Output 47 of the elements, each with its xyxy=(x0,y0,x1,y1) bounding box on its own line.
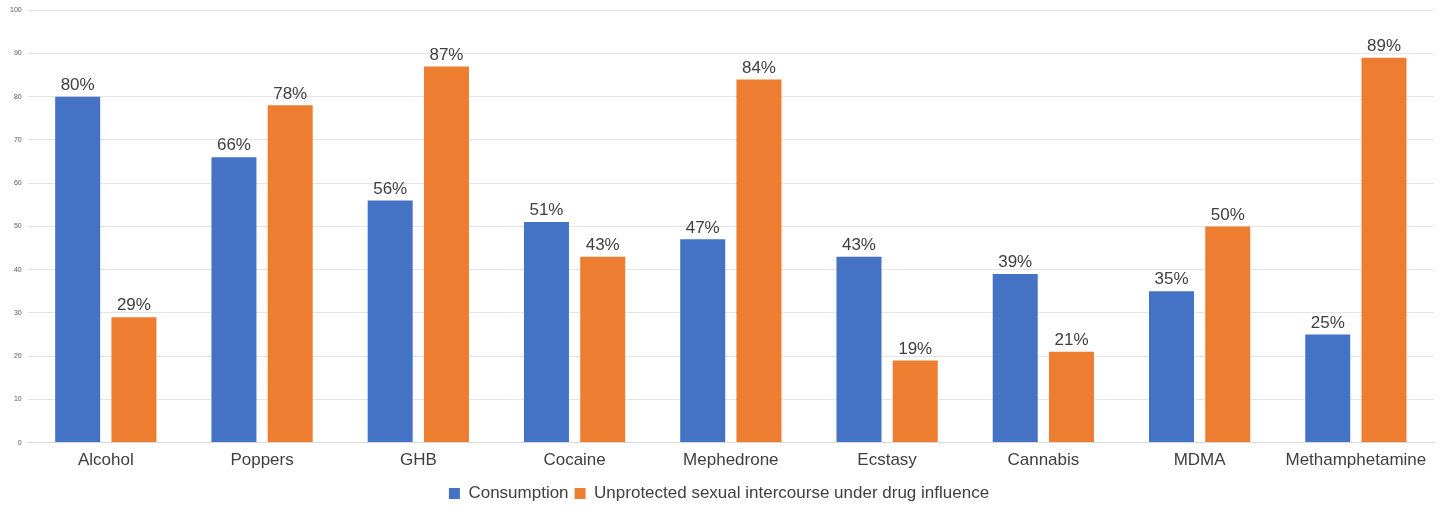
bar xyxy=(55,96,101,443)
data-label: 66% xyxy=(216,135,251,155)
bar xyxy=(892,360,938,443)
data-label: 47% xyxy=(685,217,720,237)
bar xyxy=(267,105,313,443)
data-label: 87% xyxy=(429,44,464,64)
bar xyxy=(1148,291,1194,443)
bar xyxy=(367,200,413,443)
data-label: 89% xyxy=(1366,35,1402,55)
x-tick-label: Poppers xyxy=(230,450,294,470)
data-label: 50% xyxy=(1210,204,1245,224)
x-tick-label: MDMA xyxy=(1173,450,1227,470)
data-label: 25% xyxy=(1310,312,1345,332)
data-label: 43% xyxy=(585,234,620,254)
bar xyxy=(1048,351,1094,443)
data-label: 35% xyxy=(1154,269,1189,289)
x-tick-label: Cocaine xyxy=(543,450,606,470)
bar xyxy=(523,222,569,443)
data-label: 43% xyxy=(841,234,876,254)
x-tick-label: Mephedrone xyxy=(683,450,779,470)
data-label: 19% xyxy=(898,338,933,358)
bar xyxy=(211,157,257,443)
x-tick-label: GHB xyxy=(399,450,437,470)
bar xyxy=(836,256,882,443)
x-tick-label: Cannabis xyxy=(1007,450,1080,470)
data-label: 78% xyxy=(273,83,308,103)
legend-label: Unprotected sexual intercourse under drug influence xyxy=(594,483,990,503)
data-label: 84% xyxy=(741,57,776,77)
data-label: 39% xyxy=(998,252,1033,272)
legend-label: Consumption xyxy=(468,483,569,503)
x-tick-label: Methamphetamine xyxy=(1285,450,1427,470)
bar xyxy=(1361,57,1407,443)
bar xyxy=(1305,334,1351,443)
data-label: 21% xyxy=(1054,329,1089,349)
bar xyxy=(580,256,626,443)
x-tick-label: Alcohol xyxy=(77,450,134,470)
data-label: 29% xyxy=(116,295,151,315)
bar xyxy=(1205,226,1251,443)
x-tick-label: Ecstasy xyxy=(857,450,918,470)
data-label: 56% xyxy=(373,178,408,198)
bar xyxy=(680,239,726,443)
bar xyxy=(736,79,782,443)
bar xyxy=(992,273,1038,443)
bar xyxy=(423,66,469,443)
bar xyxy=(111,317,157,443)
data-label: 80% xyxy=(60,74,95,94)
data-label: 51% xyxy=(529,200,564,220)
